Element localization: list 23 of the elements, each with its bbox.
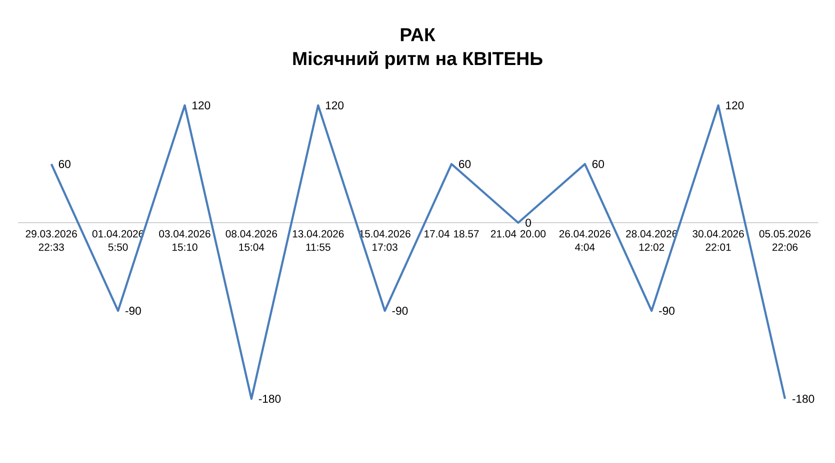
data-label: 60 xyxy=(459,160,471,168)
chart-subtitle: Місячний ритм на КВІТЕНЬ xyxy=(293,51,542,69)
x-tick-label: 17.04 18.57 xyxy=(424,230,479,238)
x-tick-label: 03.04.2026 15:10 xyxy=(159,230,210,251)
x-tick-label: 30.04.2026 22:01 xyxy=(692,230,744,251)
data-label: 60 xyxy=(592,160,604,168)
x-tick-label: 05.05.2026 22:06 xyxy=(759,230,811,251)
x-tick-label: 21.04 20.00 xyxy=(490,230,546,238)
x-tick-label: 08.04.2026 15:04 xyxy=(226,230,278,251)
chart-title: РАК xyxy=(400,28,436,42)
data-label: -90 xyxy=(125,306,141,315)
x-tick-label: 29.03.2026 22:33 xyxy=(26,230,77,251)
data-label: -90 xyxy=(392,306,408,315)
data-label: 120 xyxy=(726,101,744,110)
data-label: -180 xyxy=(258,394,281,403)
data-label: -180 xyxy=(792,394,814,403)
data-label: 120 xyxy=(192,101,210,110)
data-label: -90 xyxy=(659,306,674,315)
x-tick-label: 26.04.2026 4:04 xyxy=(559,230,610,251)
data-label: 120 xyxy=(326,101,344,110)
x-tick-label: 13.04.2026 11:55 xyxy=(292,230,344,251)
data-label: 60 xyxy=(58,160,70,168)
data-label: 0 xyxy=(526,218,532,227)
